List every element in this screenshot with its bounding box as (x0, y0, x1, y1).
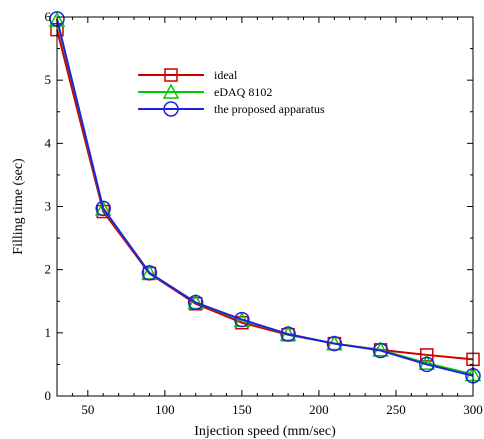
data-point (420, 348, 434, 362)
y-tick-label: 3 (45, 199, 52, 214)
legend-label: eDAQ 8102 (214, 85, 272, 99)
series-line (56, 18, 474, 377)
data-point (280, 326, 296, 342)
series-2 (49, 11, 481, 384)
data-point (141, 265, 158, 281)
data-point (187, 294, 204, 311)
data-point (372, 342, 389, 359)
data-point (95, 200, 111, 217)
y-tick-label: 2 (45, 262, 52, 277)
x-tick-label: 150 (232, 402, 252, 417)
x-tick-label: 250 (386, 402, 406, 417)
plot-frame (56, 16, 474, 397)
series-0 (50, 22, 480, 367)
x-tick-label: 200 (309, 402, 329, 417)
y-tick-label: 1 (45, 325, 52, 340)
legend-label: ideal (214, 68, 238, 82)
series-line (56, 19, 474, 376)
x-tick-label: 300 (463, 402, 483, 417)
series-line (56, 29, 474, 361)
data-point (419, 356, 435, 373)
series-1 (48, 11, 482, 382)
legend-marker (162, 83, 180, 99)
legend-label: the proposed apparatus (214, 102, 325, 116)
x-tick-label: 100 (155, 402, 175, 417)
y-tick-label: 4 (45, 135, 52, 150)
data-point (187, 293, 204, 310)
data-point (141, 264, 158, 280)
y-tick-label: 6 (45, 9, 52, 24)
x-tick-label: 50 (81, 402, 94, 417)
legend-marker (164, 68, 178, 82)
y-tick-label: 0 (45, 388, 52, 403)
x-axis-title: Injection speed (mm/sec) (194, 424, 336, 439)
y-tick-label: 5 (45, 72, 52, 87)
legend-marker (163, 101, 179, 117)
data-point (326, 335, 343, 352)
y-axis-title: Filling time (sec) (11, 158, 26, 255)
data-point (234, 311, 250, 328)
